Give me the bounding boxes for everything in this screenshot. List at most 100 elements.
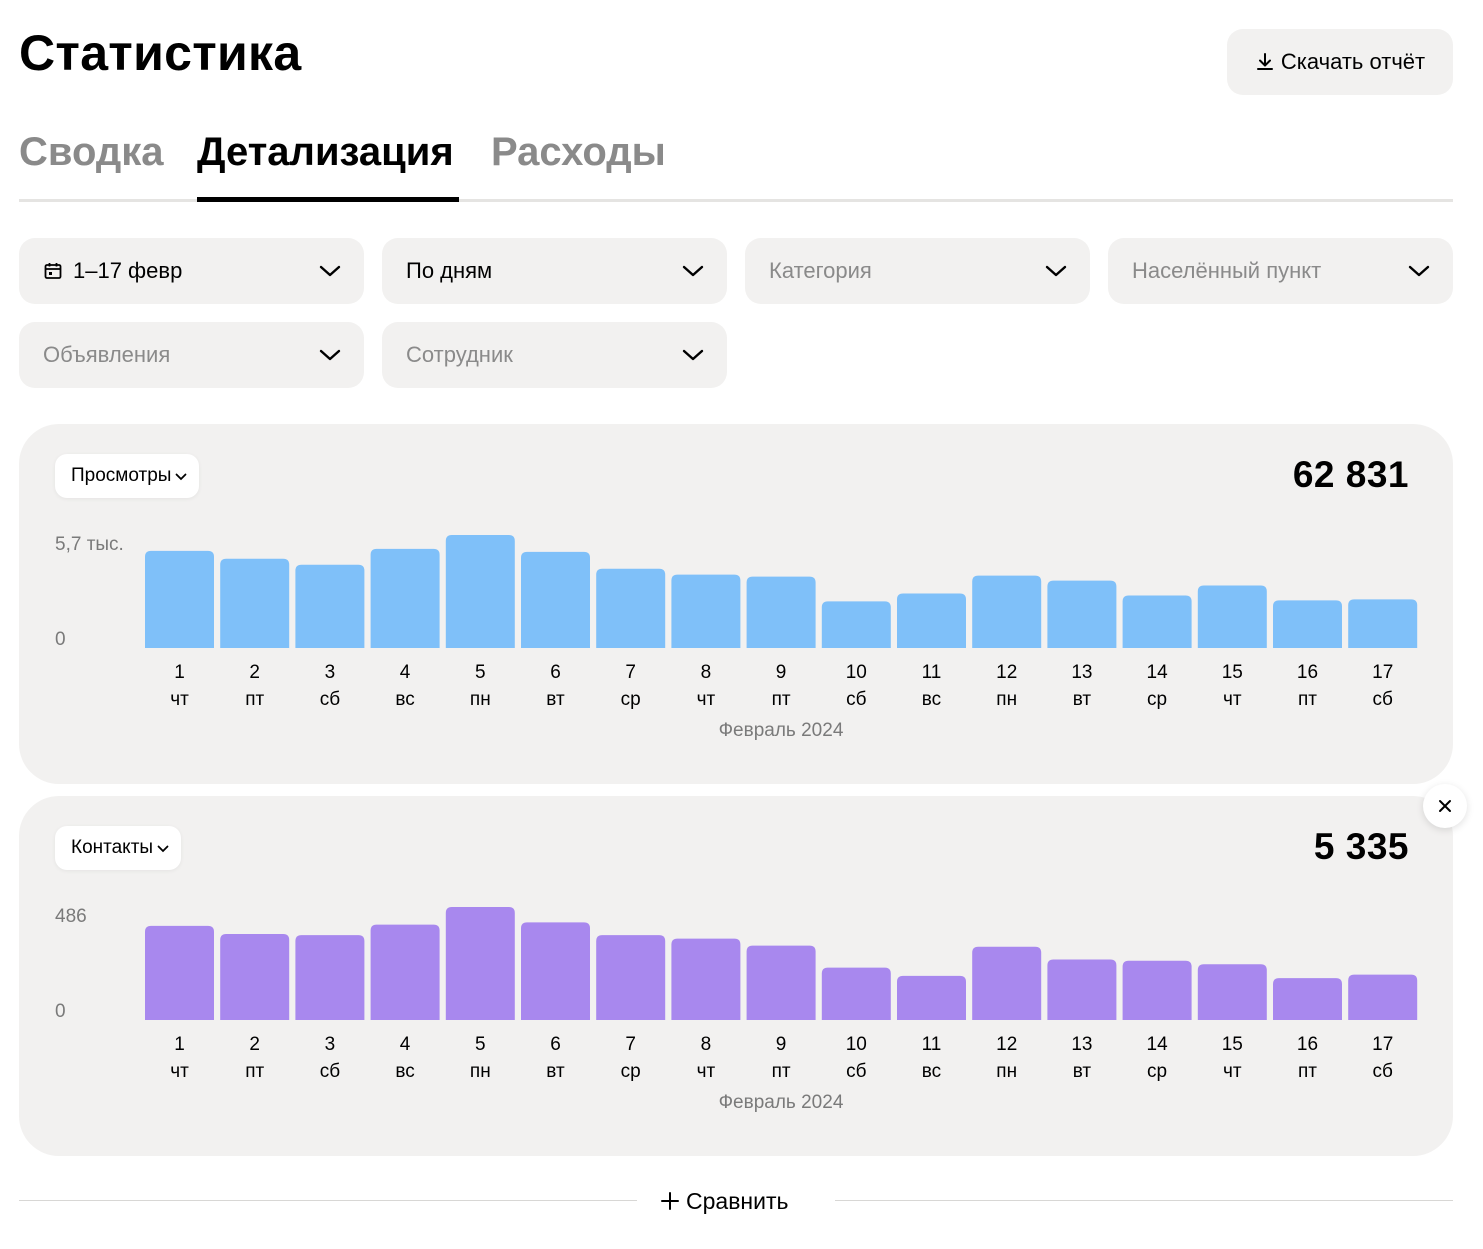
bar-16[interactable]: [1273, 978, 1342, 1020]
x-tick-day: 7: [625, 662, 636, 683]
x-tick-day: 13: [1071, 1034, 1092, 1055]
x-tick-weekday: ср: [621, 689, 641, 710]
x-tick-weekday: вс: [922, 1061, 941, 1082]
tab-summary[interactable]: Сводка: [19, 130, 164, 174]
bar-6[interactable]: [521, 922, 590, 1020]
x-tick-weekday: сб: [320, 1061, 341, 1082]
x-tick-weekday: пн: [996, 1061, 1017, 1082]
tab-expenses[interactable]: Расходы: [491, 130, 666, 174]
x-tick-weekday: вт: [546, 1061, 565, 1082]
category-placeholder: Категория: [769, 258, 872, 283]
bar-12[interactable]: [972, 575, 1042, 648]
x-tick-day: 2: [249, 662, 260, 683]
bar-13[interactable]: [1047, 959, 1117, 1020]
close-chart-button[interactable]: [1423, 784, 1467, 828]
x-tick-weekday: ср: [1147, 1061, 1167, 1082]
bar-8[interactable]: [671, 938, 741, 1020]
compare-divider-right: [835, 1200, 1453, 1201]
x-tick-day: 11: [922, 1034, 942, 1055]
bar-6[interactable]: [521, 551, 590, 648]
bar-2[interactable]: [220, 558, 290, 648]
bar-3[interactable]: [295, 564, 365, 648]
page-title: Статистика: [19, 25, 302, 81]
contacts-total: 5 335: [1313, 826, 1409, 867]
bar-14[interactable]: [1122, 595, 1192, 648]
x-tick-day: 6: [550, 1034, 561, 1055]
grouping-select[interactable]: По дням: [382, 238, 727, 304]
bar-11[interactable]: [897, 593, 966, 648]
x-tick-day: 11: [922, 662, 942, 683]
x-tick-weekday: сб: [1373, 1061, 1394, 1082]
x-tick-weekday: пн: [470, 1061, 491, 1082]
category-select[interactable]: Категория: [745, 238, 1090, 304]
chevron-down-icon: [1045, 265, 1067, 277]
x-tick-weekday: чт: [1223, 1061, 1242, 1082]
bar-8[interactable]: [671, 574, 741, 648]
metric-select-label: Просмотры: [71, 465, 172, 486]
locality-select[interactable]: Населённый пункт: [1108, 238, 1453, 304]
x-tick-day: 4: [400, 662, 411, 683]
employee-placeholder: Сотрудник: [406, 342, 513, 367]
x-tick-weekday: ср: [1147, 689, 1167, 710]
metric-select-contacts[interactable]: Контакты: [55, 826, 182, 870]
tabs-bar: Сводка Детализация Расходы: [19, 128, 1453, 202]
bar-1[interactable]: [145, 925, 214, 1020]
x-tick-weekday: чт: [697, 689, 716, 710]
x-tick-weekday: вс: [395, 689, 414, 710]
x-tick-day: 16: [1297, 662, 1318, 683]
bar-15[interactable]: [1197, 964, 1267, 1020]
bar-2[interactable]: [220, 933, 290, 1020]
bar-5[interactable]: [445, 907, 515, 1020]
bar-15[interactable]: [1197, 585, 1267, 648]
bar-7[interactable]: [596, 935, 666, 1020]
chevron-down-icon: [319, 349, 341, 361]
bar-4[interactable]: [370, 548, 440, 648]
bar-10[interactable]: [821, 601, 891, 648]
bar-3[interactable]: [295, 935, 365, 1020]
x-tick-day: 14: [1147, 662, 1169, 683]
active-tab-indicator: [197, 197, 459, 202]
tab-details[interactable]: Детализация: [197, 130, 454, 174]
x-tick-day: 17: [1372, 1034, 1393, 1055]
compare-button[interactable]: Сравнить: [660, 1182, 788, 1220]
bar-4[interactable]: [370, 924, 440, 1020]
download-icon: [1256, 53, 1273, 70]
x-tick-day: 1: [174, 1034, 185, 1055]
bar-12[interactable]: [972, 946, 1042, 1020]
bar-16[interactable]: [1273, 600, 1342, 648]
x-tick-day: 15: [1222, 662, 1243, 683]
x-tick-weekday: сб: [846, 689, 867, 710]
bar-13[interactable]: [1047, 580, 1117, 648]
bar-14[interactable]: [1122, 960, 1192, 1020]
period-select[interactable]: 1–17 февр: [19, 238, 364, 304]
x-tick-day: 15: [1222, 1034, 1243, 1055]
x-tick-weekday: пт: [772, 1061, 791, 1082]
x-tick-day: 8: [701, 662, 712, 683]
employee-select[interactable]: Сотрудник: [382, 322, 727, 388]
x-tick-weekday: пт: [245, 689, 264, 710]
metric-select-views[interactable]: Просмотры: [55, 454, 200, 498]
x-tick-weekday: чт: [1223, 689, 1242, 710]
x-tick-day: 6: [550, 662, 561, 683]
bar-9[interactable]: [746, 945, 816, 1020]
bar-17[interactable]: [1348, 974, 1418, 1020]
download-report-button[interactable]: Скачать отчёт: [1227, 29, 1453, 95]
chevron-down-icon: [319, 265, 341, 277]
x-axis-month-label: Февраль 2024: [718, 1092, 844, 1113]
x-tick-day: 14: [1147, 1034, 1169, 1055]
bar-7[interactable]: [596, 568, 666, 648]
bar-9[interactable]: [746, 576, 816, 648]
chevron-down-icon: [176, 473, 187, 481]
contacts-bar-chart: 1 чт 2 пт 3 сб 4 вс 5 пн 6 вт 7 ср 8 чт 9 пт 10 сб 11 вс 12 пн 1…: [145, 907, 1418, 1082]
bar-11[interactable]: [897, 975, 966, 1020]
x-tick-day: 12: [996, 1034, 1017, 1055]
x-tick-day: 13: [1071, 662, 1092, 683]
bar-1[interactable]: [145, 550, 214, 648]
bar-10[interactable]: [821, 967, 891, 1020]
x-tick-day: 9: [776, 662, 787, 683]
bar-17[interactable]: [1348, 599, 1418, 648]
views-chart-card: Просмотры 62 831 5,7 тыс. 0 1 чт 2 пт 3 сб 4 вс…: [19, 424, 1453, 784]
close-icon: [1439, 800, 1451, 812]
ads-select[interactable]: Объявления: [19, 322, 364, 388]
bar-5[interactable]: [445, 535, 515, 648]
